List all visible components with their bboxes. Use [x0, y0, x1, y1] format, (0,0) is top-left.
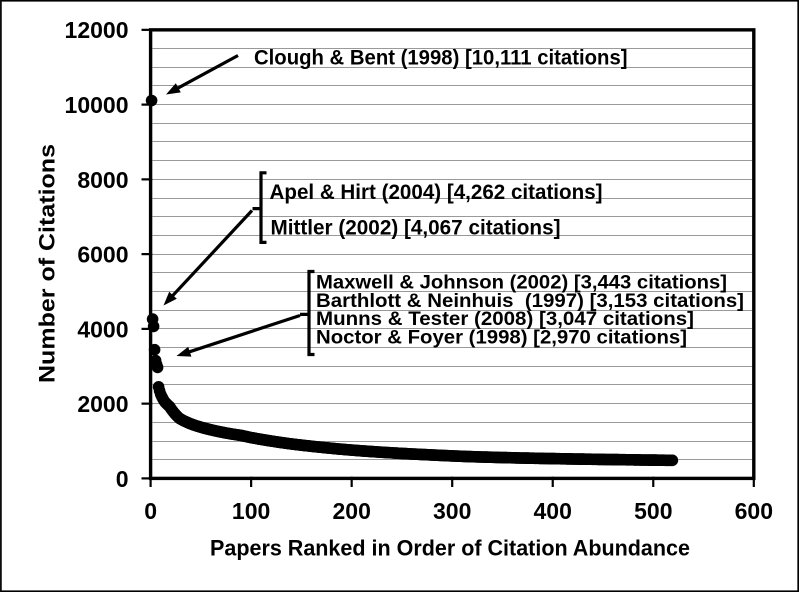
svg-text:0: 0	[144, 498, 157, 524]
svg-text:0: 0	[116, 466, 129, 492]
svg-text:8000: 8000	[77, 167, 128, 193]
svg-text:Noctor & Foyer (1998) [2,970 c: Noctor & Foyer (1998) [2,970 citations]	[316, 327, 687, 349]
svg-text:400: 400	[534, 498, 572, 524]
svg-text:Clough & Bent (1998) [10,111 c: Clough & Bent (1998) [10,111 citations]	[254, 46, 628, 70]
svg-text:Barthlott & Neinhuis (1997) [: Barthlott & Neinhuis (1997) [3,153 citat…	[316, 290, 744, 312]
svg-text:Munns & Tester (2008) [3,047 c: Munns & Tester (2008) [3,047 citations]	[316, 308, 694, 330]
svg-text:Maxwell & Johnson (2002) [3,44: Maxwell & Johnson (2002) [3,443 citation…	[316, 272, 727, 294]
svg-text:10000: 10000	[65, 92, 129, 118]
svg-text:500: 500	[634, 498, 672, 524]
svg-text:100: 100	[232, 498, 270, 524]
svg-text:Number of Citations: Number of Citations	[34, 144, 59, 383]
svg-text:6000: 6000	[77, 242, 128, 268]
svg-text:300: 300	[433, 498, 471, 524]
svg-text:12000: 12000	[65, 17, 129, 43]
svg-text:Papers Ranked in Order of Cita: Papers Ranked in Order of Citation Abund…	[210, 536, 690, 561]
svg-text:2000: 2000	[77, 391, 128, 417]
svg-text:Mittler (2002) [4,067 citation: Mittler (2002) [4,067 citations]	[271, 216, 561, 240]
svg-text:600: 600	[735, 498, 773, 524]
svg-text:200: 200	[333, 498, 371, 524]
svg-text:4000: 4000	[77, 316, 128, 342]
svg-text:Apel & Hirt (2004) [4,262 cita: Apel & Hirt (2004) [4,262 citations]	[270, 180, 603, 204]
